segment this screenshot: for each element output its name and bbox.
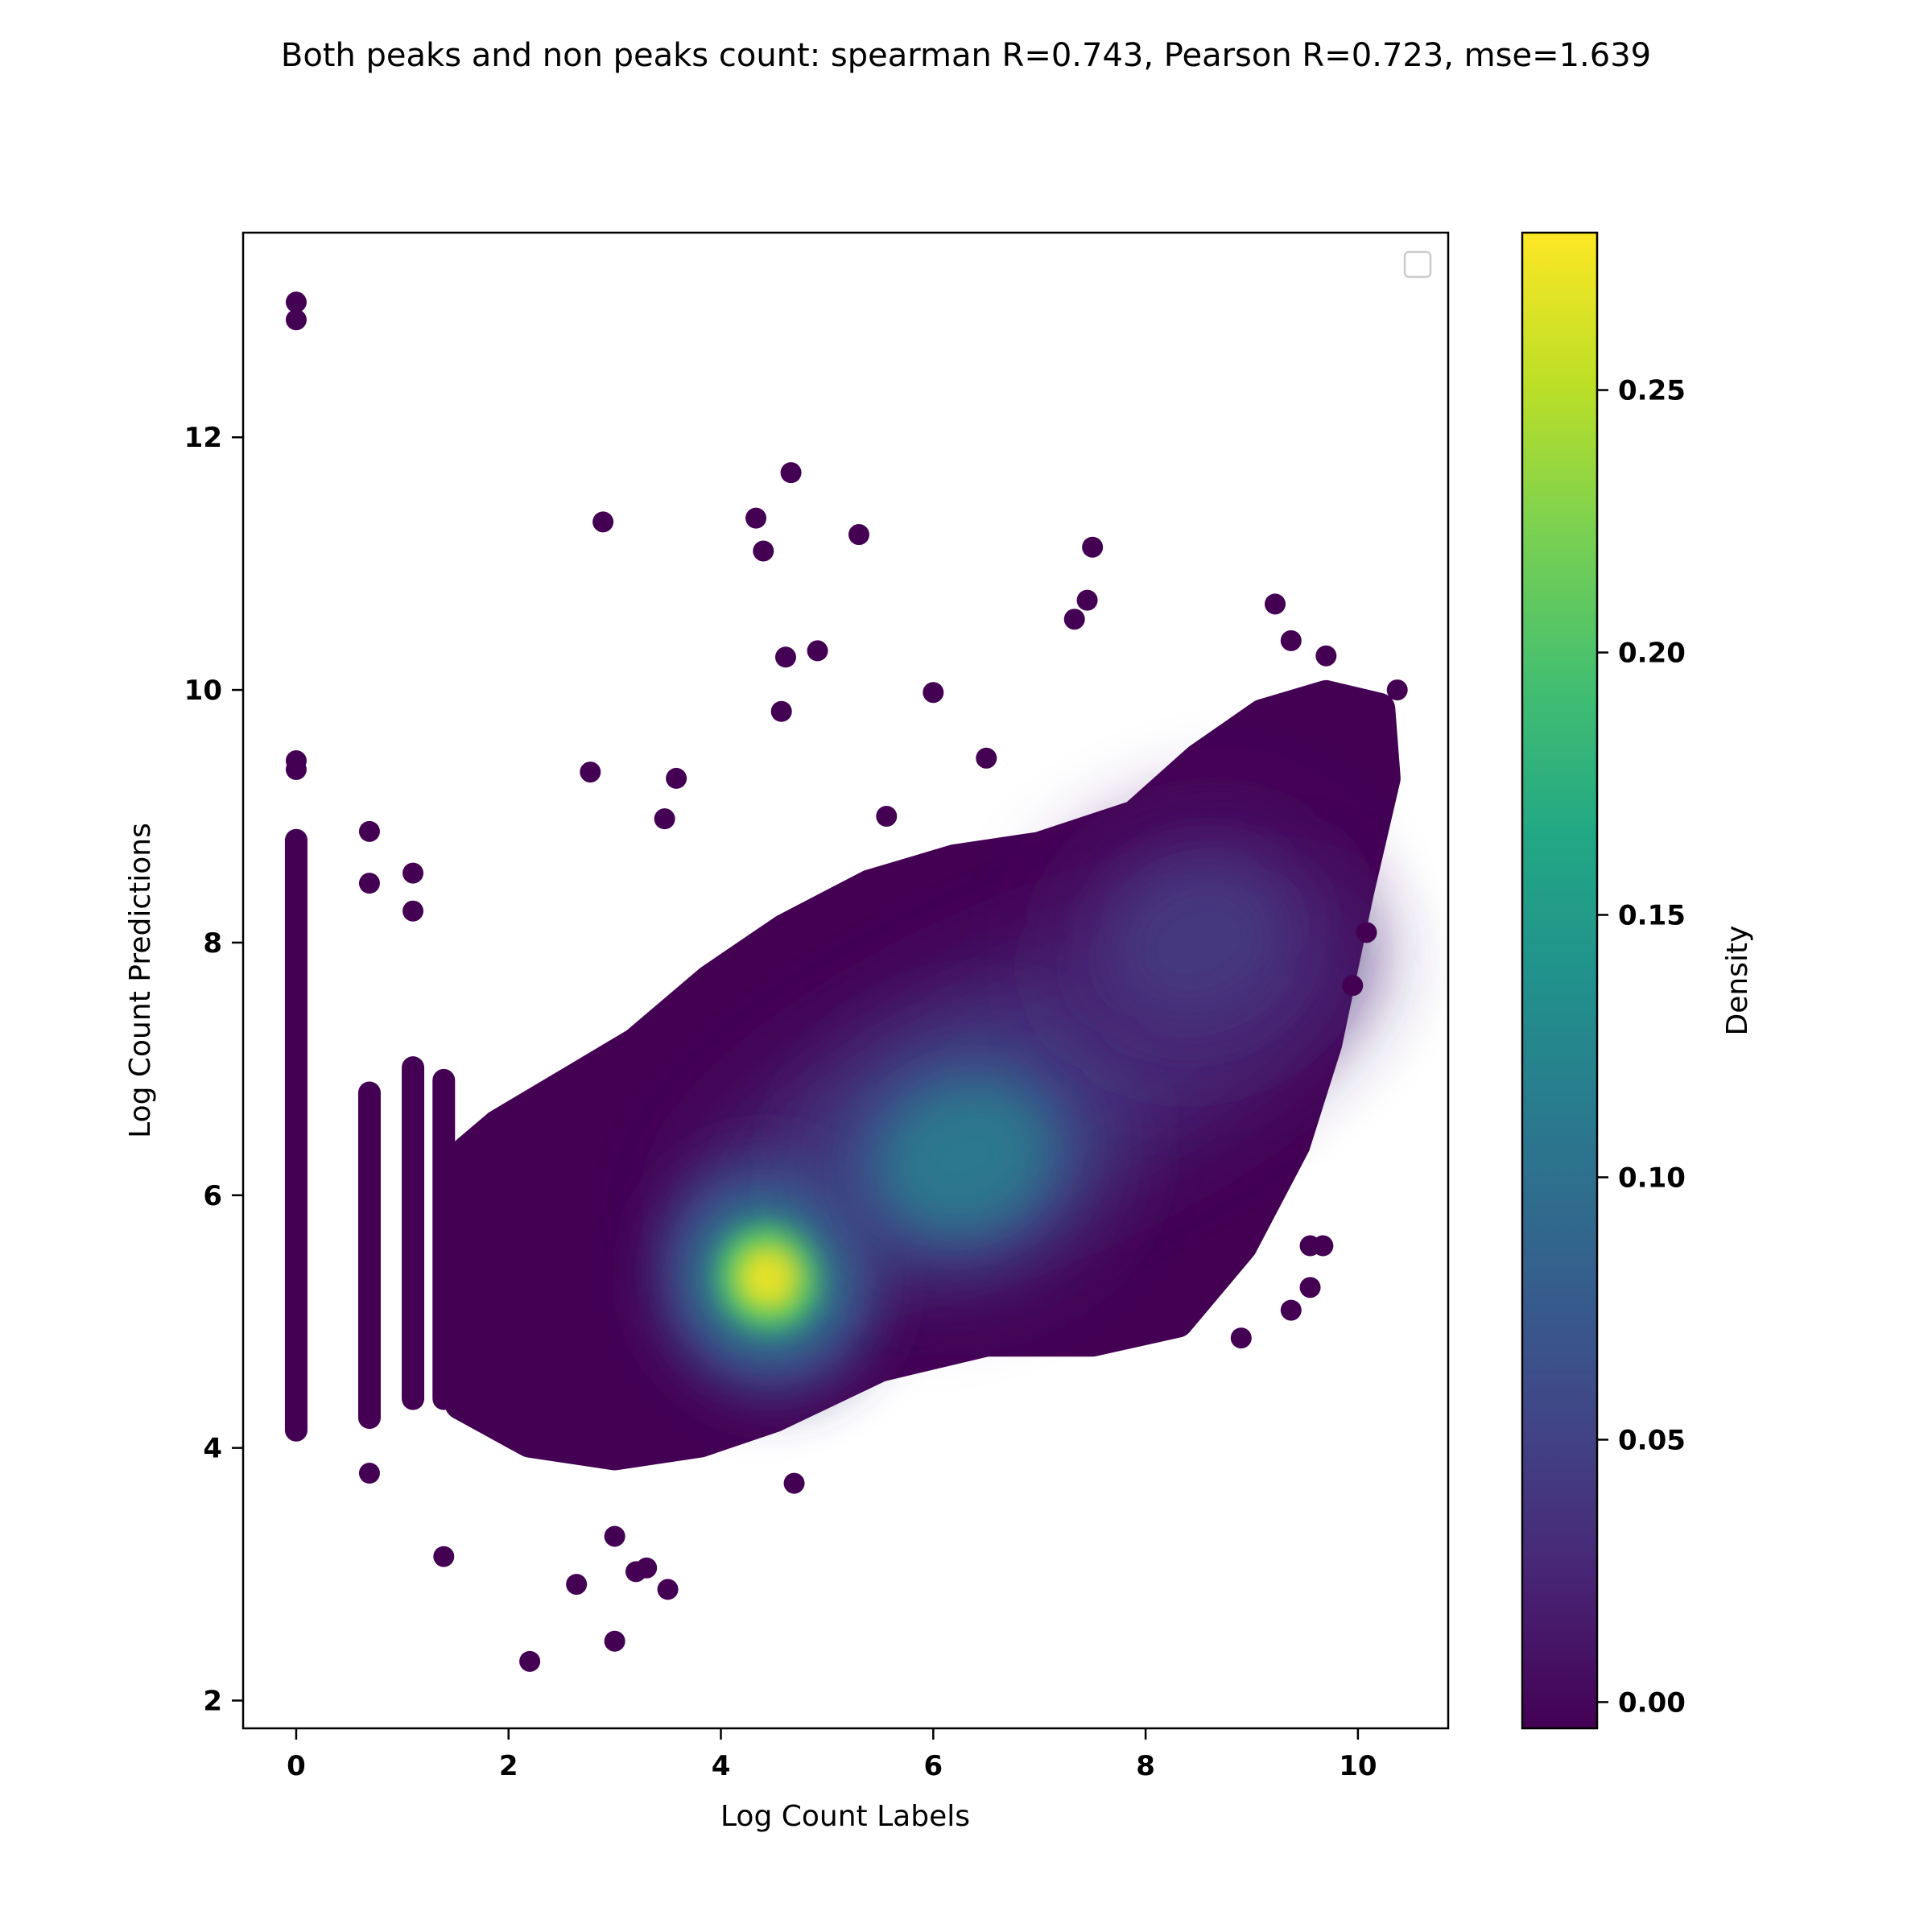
- outlier-point-29: [876, 805, 898, 827]
- outlier-point-23: [780, 462, 802, 484]
- x-tick-label-0: 0: [287, 1750, 306, 1782]
- outlier-point-14: [604, 1525, 625, 1547]
- legend-box: [1403, 250, 1432, 279]
- vertical-cluster-0: [284, 828, 308, 1442]
- outlier-point-12: [592, 511, 614, 533]
- outlier-point-44: [1342, 975, 1364, 997]
- outlier-point-35: [1265, 593, 1286, 615]
- density-peak-2-layer-1: [1109, 865, 1288, 1021]
- outlier-point-21: [745, 507, 767, 529]
- outlier-point-32: [1063, 609, 1085, 630]
- outlier-point-26: [807, 640, 828, 662]
- outlier-point-40: [1312, 1235, 1334, 1257]
- colorbar-tick-label-0.00: 0.00: [1618, 1686, 1686, 1719]
- density-peak-0-layer-3: [737, 1245, 801, 1311]
- plot-area: [284, 291, 1408, 1672]
- y-tick-label-4: 4: [203, 1433, 222, 1465]
- outlier-point-33: [1076, 589, 1098, 611]
- outlier-point-9: [433, 1546, 455, 1567]
- y-tick-label-12: 12: [184, 422, 222, 454]
- outlier-point-1: [285, 309, 307, 331]
- colorbar-ticks: 0.00 0.05 0.10 0.15 0.20 0.25: [1597, 375, 1686, 1719]
- plot-frame: [242, 231, 1450, 1730]
- outlier-point-36: [1280, 630, 1302, 651]
- x-tick-label-2: 2: [499, 1750, 518, 1782]
- outlier-point-8: [402, 900, 424, 922]
- y-tick-label-2: 2: [203, 1685, 222, 1717]
- colorbar-tick-label-0.15: 0.15: [1618, 900, 1686, 932]
- outlier-point-5: [358, 873, 380, 894]
- outlier-point-15: [604, 1630, 625, 1652]
- outlier-point-22: [753, 540, 774, 562]
- colorbar: [1521, 231, 1599, 1730]
- y-tick-label-8: 8: [203, 927, 222, 960]
- outlier-point-3: [285, 758, 307, 780]
- outlier-point-0: [285, 291, 307, 313]
- outlier-point-11: [566, 1574, 588, 1596]
- outlier-point-30: [923, 682, 944, 704]
- vertical-cluster-2: [402, 1056, 425, 1410]
- outlier-point-4: [358, 820, 380, 842]
- x-tick-label-10: 10: [1339, 1750, 1377, 1782]
- outlier-point-6: [358, 1463, 380, 1484]
- outlier-point-38: [1386, 679, 1408, 701]
- x-axis-label: Log Count Labels: [720, 1800, 970, 1833]
- y-axis-label: Log Count Predictions: [124, 823, 157, 1138]
- vertical-cluster-3: [432, 1068, 456, 1410]
- outlier-point-7: [402, 862, 424, 884]
- colorbar-tick-label-0.20: 0.20: [1618, 638, 1686, 670]
- outlier-point-24: [774, 646, 796, 668]
- outlier-point-18: [657, 1579, 679, 1600]
- x-tick-label-4: 4: [712, 1750, 731, 1782]
- outlier-point-25: [770, 700, 792, 722]
- colorbar-label: Density: [1721, 926, 1754, 1036]
- colorbar-tick-label-0.05: 0.05: [1618, 1424, 1686, 1456]
- colorbar-tick-label-0.25: 0.25: [1618, 375, 1686, 407]
- outlier-point-37: [1315, 645, 1337, 667]
- outlier-point-20: [654, 808, 675, 830]
- outlier-point-28: [848, 524, 869, 546]
- outlier-point-17: [636, 1557, 658, 1579]
- x-tick-label-8: 8: [1136, 1750, 1155, 1782]
- density-peak-1-layer-1: [876, 1080, 1055, 1236]
- outlier-point-27: [783, 1472, 805, 1494]
- outlier-point-41: [1299, 1277, 1321, 1298]
- outlier-point-43: [1230, 1327, 1252, 1349]
- vertical-cluster-1: [357, 1081, 381, 1430]
- y-tick-label-6: 6: [203, 1180, 222, 1212]
- scatter-points: [285, 291, 1408, 1672]
- y-tick-label-10: 10: [184, 675, 222, 707]
- x-axis: 0 2 4 6 8 10: [287, 1728, 1377, 1782]
- y-axis: 2 4 6 8 10 12: [184, 422, 243, 1717]
- outlier-point-42: [1280, 1299, 1302, 1321]
- x-tick-label-6: 6: [923, 1750, 943, 1782]
- outlier-point-45: [1356, 922, 1377, 943]
- outlier-point-13: [580, 762, 601, 783]
- outlier-point-19: [666, 767, 687, 789]
- outlier-point-10: [519, 1650, 541, 1672]
- density-glow: [656, 825, 1362, 1397]
- chart-title: Both peaks and non peaks count: spearman…: [281, 37, 1651, 74]
- outlier-point-34: [1082, 536, 1104, 558]
- colorbar-tick-label-0.10: 0.10: [1618, 1162, 1686, 1194]
- outlier-point-31: [976, 747, 997, 769]
